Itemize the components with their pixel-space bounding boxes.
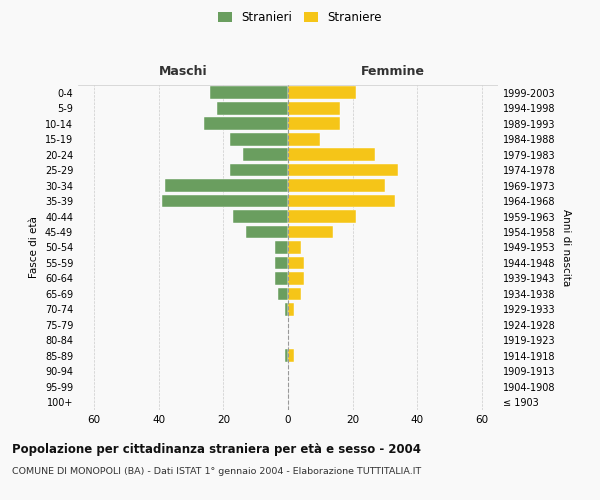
Bar [275,256,288,270]
Bar [165,179,288,192]
Bar [275,241,288,254]
Bar [288,226,333,238]
Bar [288,179,385,192]
Bar [217,102,288,115]
Text: Popolazione per cittadinanza straniera per età e sesso - 2004: Popolazione per cittadinanza straniera p… [12,442,421,456]
Bar [204,118,288,130]
Bar [288,194,395,207]
Bar [288,303,295,316]
Text: Femmine: Femmine [361,66,425,78]
Bar [243,148,288,161]
Bar [288,288,301,300]
Bar [288,86,356,99]
Bar [288,133,320,145]
Y-axis label: Anni di nascita: Anni di nascita [561,209,571,286]
Bar [275,272,288,285]
Bar [288,210,356,223]
Bar [230,164,288,176]
Bar [233,210,288,223]
Bar [288,148,375,161]
Text: COMUNE DI MONOPOLI (BA) - Dati ISTAT 1° gennaio 2004 - Elaborazione TUTTITALIA.I: COMUNE DI MONOPOLI (BA) - Dati ISTAT 1° … [12,468,421,476]
Legend: Stranieri, Straniere: Stranieri, Straniere [218,11,382,24]
Bar [288,256,304,270]
Bar [288,241,301,254]
Bar [162,194,288,207]
Bar [288,102,340,115]
Bar [288,272,304,285]
Bar [278,288,288,300]
Bar [285,303,288,316]
Bar [288,118,340,130]
Bar [288,164,398,176]
Bar [246,226,288,238]
Y-axis label: Fasce di età: Fasce di età [29,216,39,278]
Text: Maschi: Maschi [158,66,208,78]
Bar [230,133,288,145]
Bar [211,86,288,99]
Bar [288,350,295,362]
Bar [285,350,288,362]
